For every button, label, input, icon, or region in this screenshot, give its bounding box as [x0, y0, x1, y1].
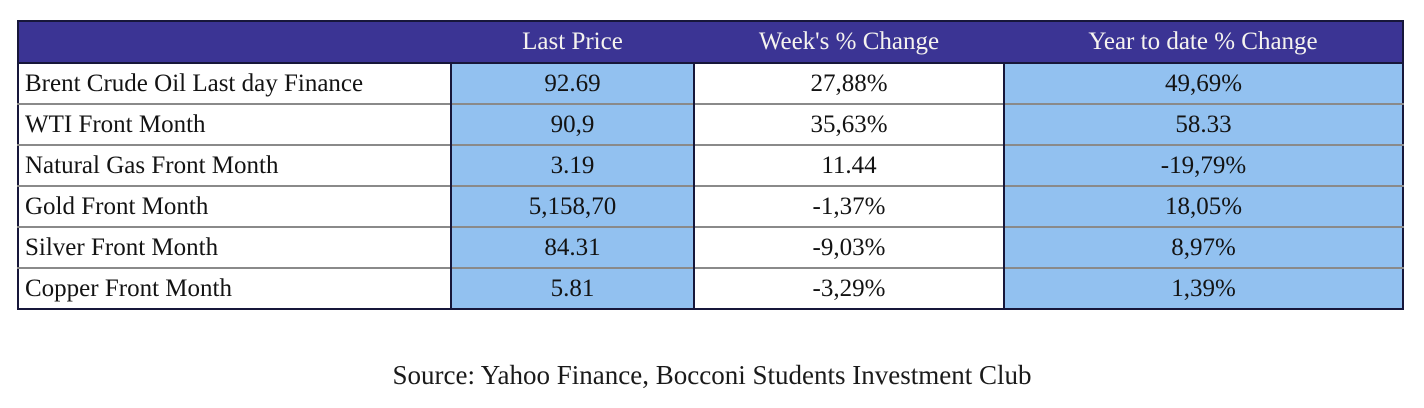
cell-week-change: 27,88%	[693, 63, 1004, 104]
source-caption: Source: Yahoo Finance, Bocconi Students …	[392, 360, 1032, 390]
header-instrument	[18, 21, 451, 64]
cell-last-price: 5,158,70	[450, 185, 694, 227]
table-row: Gold Front Month 5,158,70 -1,37% 18,05%	[18, 185, 1403, 227]
row-label: Natural Gas Front Month	[18, 144, 451, 186]
header-week-change: Week's % Change	[694, 21, 1004, 64]
row-label: Silver Front Month	[18, 226, 451, 268]
table-row: Silver Front Month 84.31 -9,03% 8,97%	[18, 226, 1403, 268]
cell-week-change: 11.44	[693, 144, 1004, 186]
cell-week-change: -1,37%	[693, 185, 1004, 227]
header-ytd-change: Year to date % Change	[1004, 21, 1403, 64]
table-row: Natural Gas Front Month 3.19 11.44 -19,7…	[18, 144, 1403, 186]
header-row: Last Price Week's % Change Year to date …	[18, 21, 1403, 64]
cell-ytd-change: 49,69%	[1003, 63, 1403, 104]
cell-ytd-change: 1,39%	[1003, 267, 1403, 309]
header-last-price: Last Price	[451, 21, 694, 64]
cell-ytd-change: 18,05%	[1003, 185, 1403, 227]
cell-last-price: 84.31	[450, 226, 694, 268]
row-label: Copper Front Month	[18, 267, 451, 309]
cell-last-price: 5.81	[450, 267, 694, 309]
cell-ytd-change: -19,79%	[1003, 144, 1403, 186]
commodities-table: Last Price Week's % Change Year to date …	[17, 20, 1404, 310]
cell-week-change: -3,29%	[693, 267, 1004, 309]
row-label: Brent Crude Oil Last day Finance	[18, 63, 451, 104]
row-label: Gold Front Month	[18, 185, 451, 227]
cell-week-change: 35,63%	[693, 103, 1004, 145]
table-row: WTI Front Month 90,9 35,63% 58.33	[18, 103, 1403, 145]
cell-week-change: -9,03%	[693, 226, 1004, 268]
row-label: WTI Front Month	[18, 103, 451, 145]
cell-last-price: 3.19	[450, 144, 694, 186]
cell-ytd-change: 58.33	[1003, 103, 1403, 145]
cell-last-price: 92.69	[450, 63, 694, 104]
table-row: Brent Crude Oil Last day Finance 92.69 2…	[18, 63, 1403, 104]
table-row: Copper Front Month 5.81 -3,29% 1,39%	[18, 267, 1403, 309]
cell-ytd-change: 8,97%	[1003, 226, 1403, 268]
cell-last-price: 90,9	[450, 103, 694, 145]
